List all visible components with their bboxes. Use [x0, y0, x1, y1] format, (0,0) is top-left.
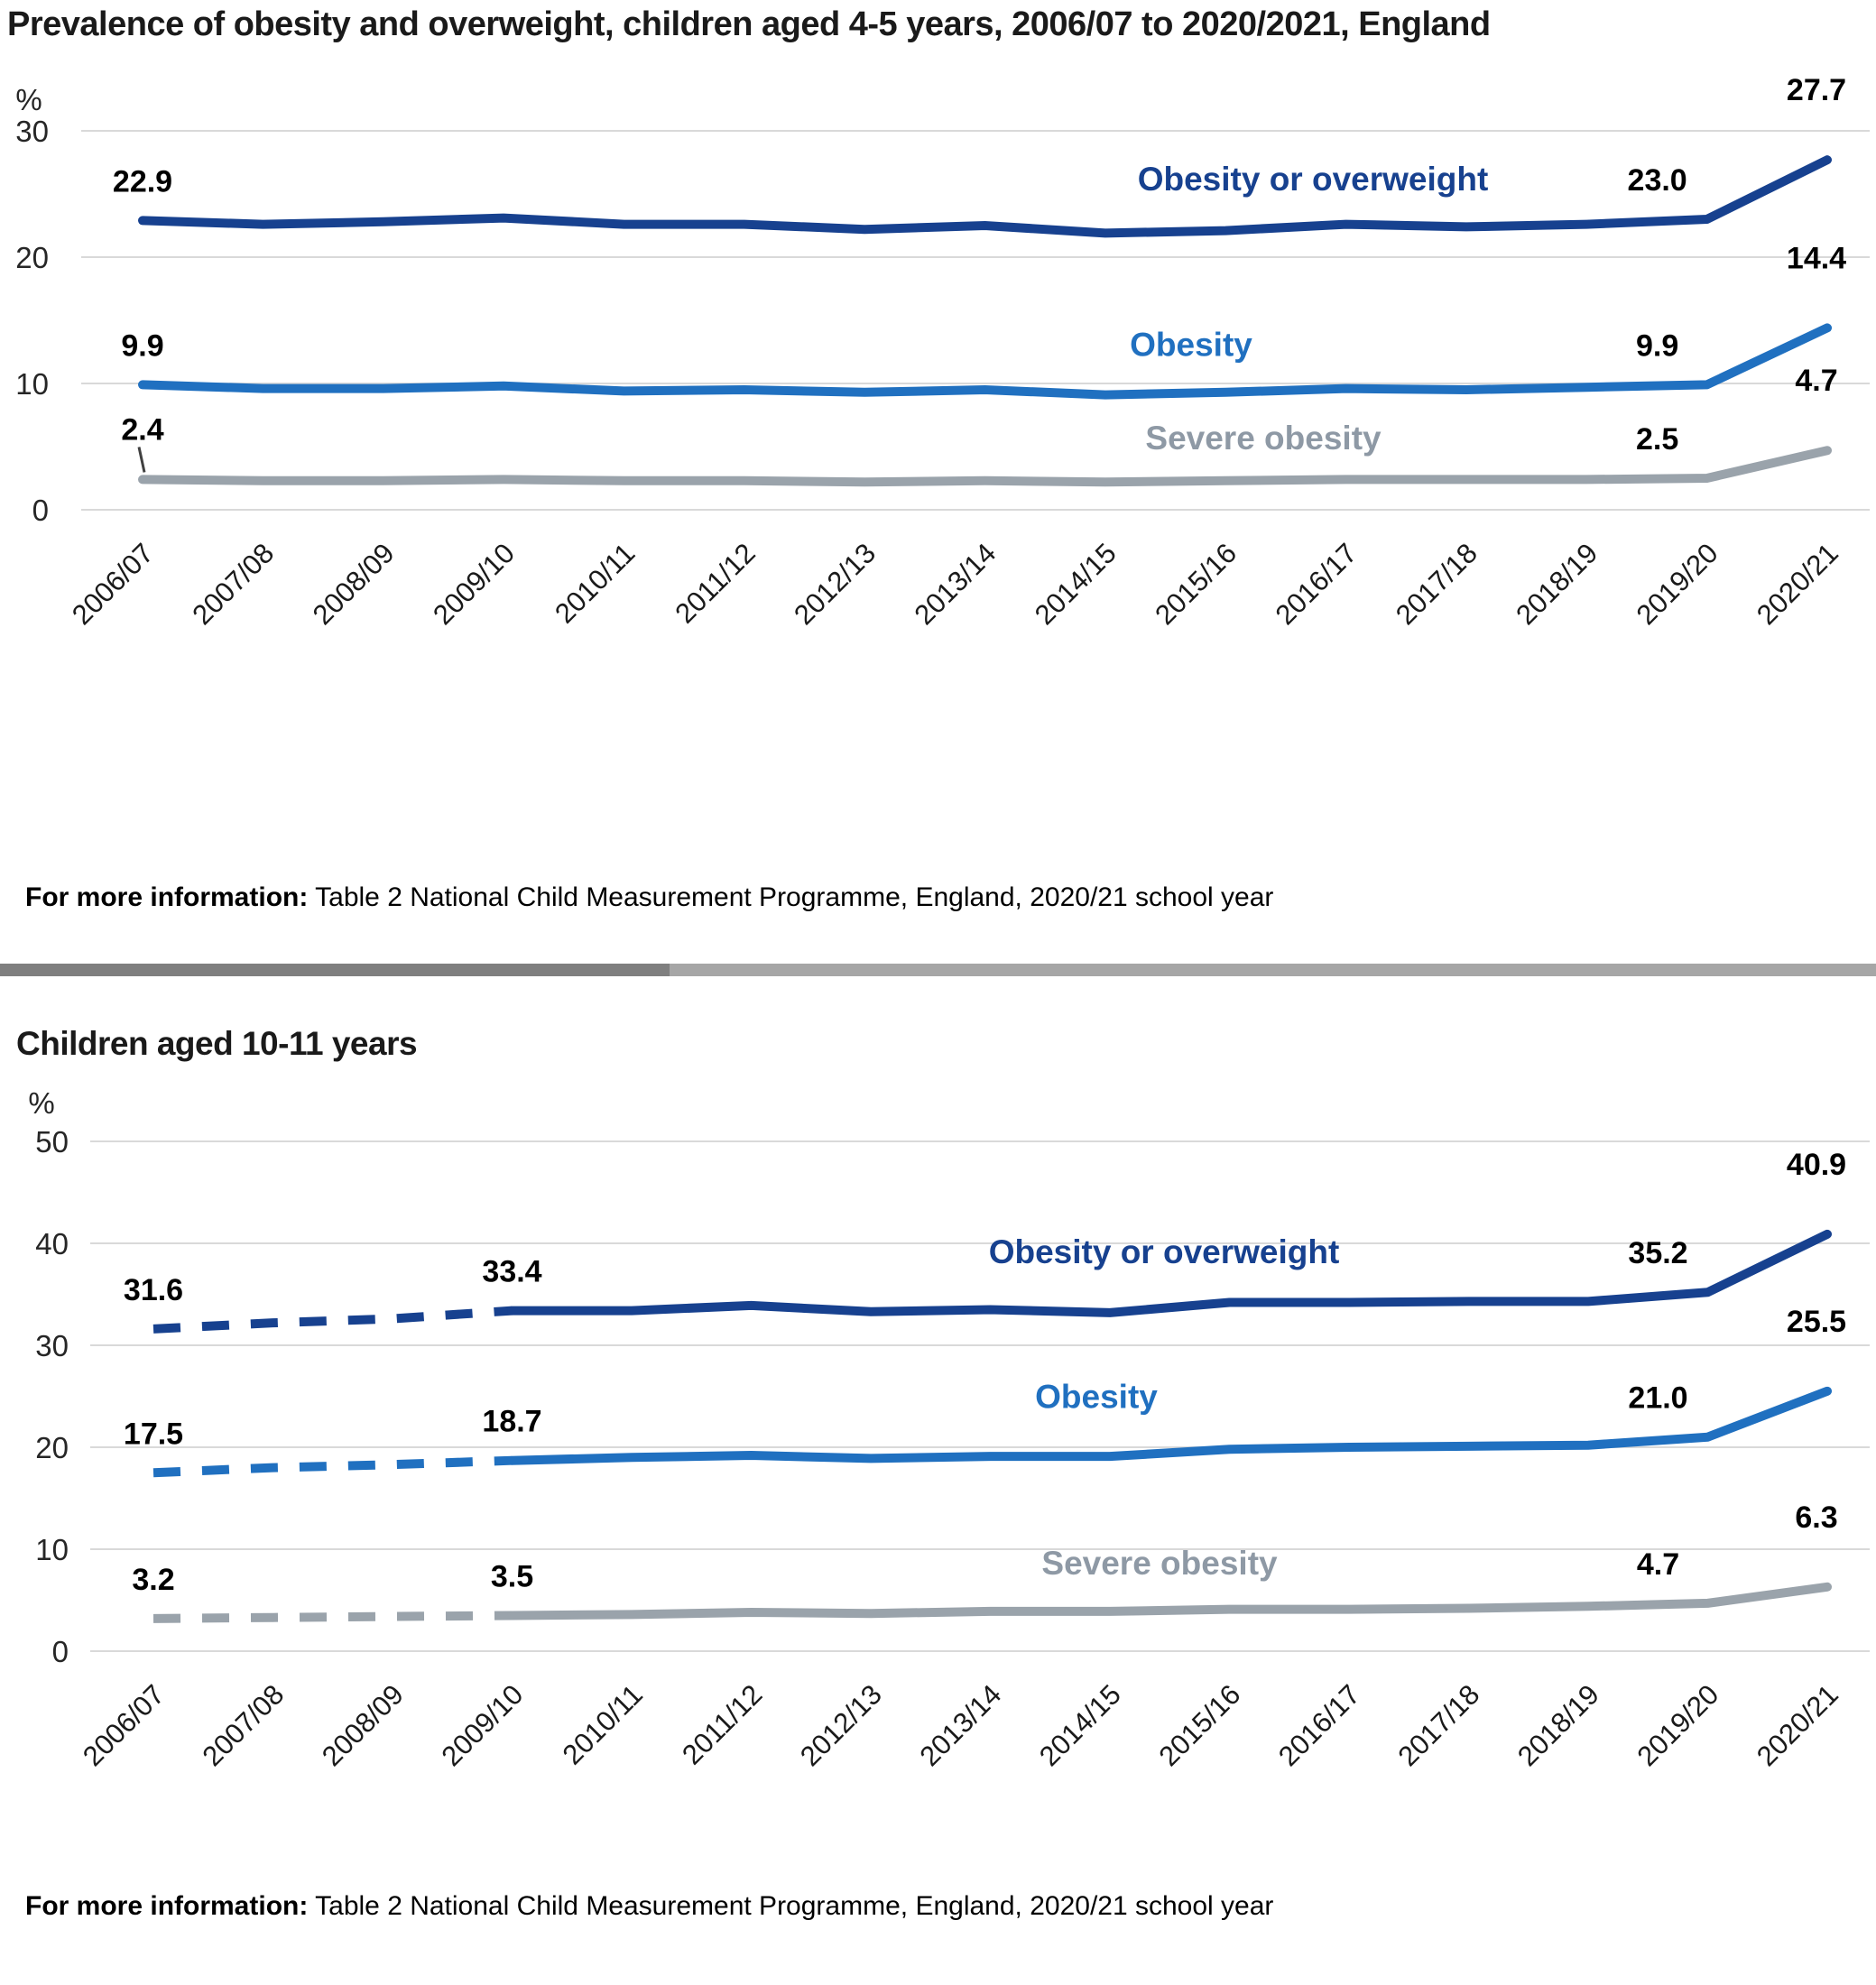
x-tick-label: 2016/17: [1270, 537, 1363, 631]
footer-note-top: For more information: Table 2 National C…: [25, 882, 1273, 913]
value-label: 33.4: [482, 1255, 541, 1289]
value-label: 4.7: [1795, 364, 1837, 398]
y-tick-label: 40: [35, 1227, 69, 1260]
series-line: [507, 1582, 1832, 1620]
divider-right-segment: [670, 964, 1876, 976]
y-axis-unit-label: %: [15, 83, 42, 116]
value-label: 22.9: [113, 164, 172, 198]
x-tick-label: 2008/09: [316, 1678, 410, 1772]
footer-text: Table 2 National Child Measurement Progr…: [308, 882, 1274, 912]
series-line-dashed: [152, 1611, 513, 1623]
y-axis-unit-label: %: [28, 1086, 54, 1120]
x-tick-label: 2013/14: [913, 1678, 1007, 1772]
footer-label: For more information:: [25, 1891, 309, 1921]
value-label: 35.2: [1628, 1236, 1687, 1270]
section-title: Children aged 10-11 years: [16, 1025, 418, 1062]
value-label: 23.0: [1628, 163, 1687, 198]
y-tick-label: 10: [15, 367, 49, 401]
series-legend-label: Obesity: [1130, 326, 1252, 363]
value-label: 9.9: [121, 328, 163, 363]
x-tick-label: 2018/19: [1511, 1678, 1605, 1772]
footer-note-bottom: For more information: Table 2 National C…: [25, 1891, 1273, 1922]
series-legend-label: Severe obesity: [1145, 420, 1382, 457]
chart-children-aged-4-5: 0 10 20 30% 2006/07 2007/08 2008/09 2009/10 2010…: [15, 73, 1870, 631]
series-line-dashed: [152, 1306, 513, 1334]
x-tick-label: 2011/12: [676, 1678, 768, 1770]
footer-label: For more information:: [25, 882, 309, 912]
y-tick-label: 20: [15, 241, 49, 274]
footer-text: Table 2 National Child Measurement Progr…: [308, 1891, 1274, 1921]
x-tick-label: 2006/07: [66, 537, 160, 631]
series-legend-label: Obesity: [1035, 1379, 1158, 1416]
x-tick-label: 2010/11: [557, 1678, 649, 1770]
x-tick-label: 2013/14: [908, 537, 1002, 631]
x-tick-label: 2019/20: [1631, 537, 1724, 631]
y-tick-label: 30: [15, 115, 49, 148]
series-line: [507, 1229, 1832, 1317]
value-label: 6.3: [1795, 1500, 1837, 1535]
x-tick-label: 2007/08: [186, 537, 280, 631]
x-tick-label: 2015/16: [1149, 537, 1243, 631]
x-tick-label: 2018/19: [1510, 537, 1603, 631]
divider-left-segment: [0, 964, 670, 976]
value-label: 2.4: [121, 412, 163, 447]
value-label: 3.2: [132, 1563, 174, 1597]
chart-children-aged-10-11: 0 10 20 30 40 50% 2006/07 2007/08 2008/09 2009/10…: [28, 1086, 1870, 1772]
value-label: 9.9: [1636, 328, 1678, 363]
value-label: 17.5: [124, 1417, 183, 1451]
x-tick-label: 2017/18: [1391, 1678, 1485, 1772]
x-tick-label: 2009/10: [427, 537, 521, 631]
x-tick-label: 2017/18: [1390, 537, 1483, 631]
x-tick-label: 2006/07: [77, 1678, 171, 1772]
series-line: [138, 155, 1832, 238]
x-tick-label: 2020/21: [1751, 1678, 1844, 1772]
series-line: [138, 323, 1832, 400]
x-tick-label: 2008/09: [307, 537, 401, 631]
x-tick-label: 2015/16: [1152, 1678, 1246, 1772]
series-line: [507, 1386, 1832, 1465]
x-tick-label: 2012/13: [794, 1678, 888, 1772]
value-label: 14.4: [1787, 241, 1846, 275]
y-tick-label: 10: [35, 1533, 69, 1566]
x-tick-label: 2010/11: [549, 537, 641, 629]
y-tick-label: 30: [35, 1329, 69, 1362]
section-divider: [0, 964, 1876, 976]
value-label: 18.7: [482, 1405, 541, 1439]
series-legend-label: Severe obesity: [1041, 1545, 1278, 1582]
x-tick-label: 2007/08: [196, 1678, 290, 1772]
x-tick-label: 2012/13: [788, 537, 882, 631]
x-tick-label: 2014/15: [1033, 1678, 1127, 1772]
series-line-dashed: [152, 1455, 513, 1478]
x-tick-label: 2011/12: [669, 537, 761, 629]
value-label: 25.5: [1787, 1305, 1846, 1339]
x-tick-label: 2009/10: [435, 1678, 529, 1772]
series-legend-label: Obesity or overweight: [1138, 161, 1489, 198]
page-title: Prevalence of obesity and overweight, ch…: [7, 5, 1491, 43]
value-label: 31.6: [124, 1273, 183, 1307]
y-tick-label: 50: [35, 1125, 69, 1159]
value-label: 27.7: [1787, 73, 1846, 107]
series-legend-label: Obesity or overweight: [989, 1233, 1340, 1270]
y-tick-label: 0: [32, 494, 49, 527]
value-label: 2.5: [1636, 422, 1678, 457]
value-label: 40.9: [1787, 1148, 1846, 1182]
x-tick-label: 2014/15: [1029, 537, 1123, 631]
value-label: 3.5: [491, 1559, 533, 1593]
y-tick-label: 0: [52, 1635, 69, 1668]
x-tick-label: 2019/20: [1631, 1678, 1724, 1772]
label-leader-line: [137, 447, 146, 473]
x-tick-label: 2020/21: [1751, 537, 1844, 631]
value-label: 21.0: [1628, 1381, 1687, 1416]
value-label: 4.7: [1637, 1547, 1679, 1582]
y-tick-label: 20: [35, 1431, 69, 1464]
series-line: [138, 446, 1832, 487]
x-tick-label: 2016/17: [1272, 1678, 1366, 1772]
